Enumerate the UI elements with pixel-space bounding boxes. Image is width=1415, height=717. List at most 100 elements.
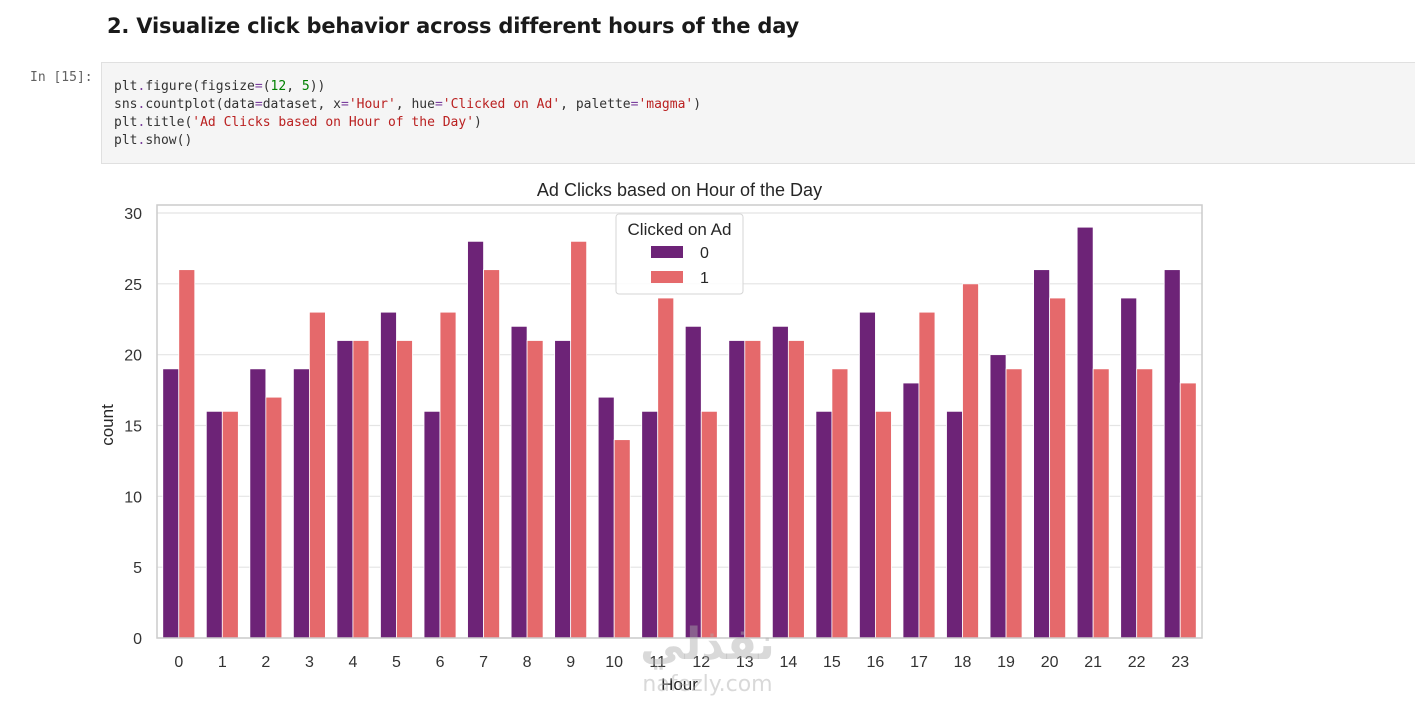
bar-series-0 [1120,297,1138,639]
code-token: plt [114,115,138,130]
bar-series-0 [205,410,223,639]
code-token: plt [114,133,138,148]
y-tick-label: 15 [124,419,142,436]
bar-series-1 [1049,297,1067,639]
bar-series-1 [570,240,588,639]
bar-series-0 [1033,269,1051,639]
bar-series-0 [467,240,484,639]
bar-series-1 [831,368,849,639]
x-tick-label: 16 [867,654,885,671]
bar-series-0 [989,354,1007,639]
code-cell-input[interactable]: plt.figure(figsize=(12, 5)) sns.countplot… [101,62,1415,164]
bar-series-0 [641,410,659,639]
bar-series-1 [178,269,196,639]
code-token: ) [474,115,482,130]
code-token: sns [114,97,138,112]
bar-series-1 [1136,368,1154,639]
x-tick-label: 5 [392,654,401,671]
bar-series-0 [423,410,441,639]
code-token: title( [145,115,193,130]
code-token: 'magma' [638,97,694,112]
code-token: 'Clicked on Ad' [442,97,561,112]
bar-series-1 [962,283,979,639]
y-axis-label: count [98,404,117,446]
bar-series-0 [859,311,876,639]
code-token: = [254,79,263,94]
bar-series-0 [946,410,963,639]
bar-series-1 [526,340,544,639]
code-token: . [137,79,146,94]
bar-series-0 [249,368,267,639]
bar-series-1 [744,340,762,639]
x-tick-label: 10 [605,654,623,671]
code-token: dataset, x [262,97,341,112]
x-tick-label: 3 [305,654,314,671]
code-token: )) [309,79,326,94]
y-tick-label: 30 [124,206,142,223]
code-line: plt.title('Ad Clicks based on Hour of th… [114,114,701,132]
x-tick-label: 21 [1084,654,1102,671]
bar-series-0 [1163,269,1181,639]
x-tick-label: 18 [954,654,972,671]
bar-series-1 [352,340,370,639]
x-axis-label: Hour [661,675,698,694]
code-token: = [630,97,639,112]
bar-series-0 [510,325,528,639]
code-token: = [341,97,349,112]
code-token: plt [114,79,138,94]
code-token: 5 [301,79,310,94]
bar-series-1 [1092,368,1110,639]
code-line: sns.countplot(data=dataset, x='Hour', hu… [114,96,701,114]
bar-series-1 [657,297,675,639]
code-token: . [137,115,146,130]
code-line: plt.figure(figsize=(12, 5)) [114,78,701,96]
bar-series-0 [292,368,310,639]
x-tick-label: 12 [692,654,710,671]
code-token: 12 [270,79,287,94]
code-token: 'Ad Clicks based on Hour of the Day' [192,115,475,130]
code-token: , palette [560,97,631,112]
bar-series-1 [875,410,892,639]
bar-series-1 [1179,382,1197,639]
code-token: countplot(data [145,97,255,112]
bar-series-1 [918,311,936,639]
y-tick-label: 10 [124,489,142,506]
bar-series-1 [613,439,631,639]
x-tick-label: 17 [910,654,928,671]
y-tick-label: 20 [124,348,142,365]
code-token: ( [262,79,271,94]
bar-series-1 [787,340,805,639]
bar-series-1 [221,410,239,639]
x-tick-label: 14 [779,654,797,671]
code-token: ) [693,97,702,112]
code-token: 'Hour' [348,97,396,112]
x-tick-label: 0 [174,654,183,671]
bar-series-0 [684,325,702,639]
x-tick-label: 20 [1041,654,1059,671]
code-line: plt.show() [114,132,701,150]
x-tick-label: 23 [1171,654,1189,671]
x-tick-label: 2 [261,654,270,671]
y-tick-label: 0 [133,631,142,648]
code-token: . [137,97,146,112]
x-tick-label: 19 [997,654,1015,671]
x-tick-label: 13 [736,654,754,671]
x-tick-label: 7 [479,654,488,671]
legend-swatch-0 [651,246,683,258]
y-tick-label: 5 [133,560,142,577]
bar-series-0 [554,340,572,639]
x-tick-label: 9 [566,654,575,671]
legend-label: 1 [700,270,709,287]
code-token: figure(figsize [145,79,255,94]
code-token: , hue [395,97,435,112]
bar-series-1 [396,340,413,639]
code-token: . [137,133,146,148]
code-token: = [254,97,263,112]
x-tick-label: 6 [436,654,445,671]
code-block[interactable]: plt.figure(figsize=(12, 5)) sns.countplot… [114,78,701,150]
code-token: = [434,97,443,112]
plot-frame [156,204,1203,639]
bar-series-1 [1005,368,1023,639]
bar-series-1 [308,311,326,639]
